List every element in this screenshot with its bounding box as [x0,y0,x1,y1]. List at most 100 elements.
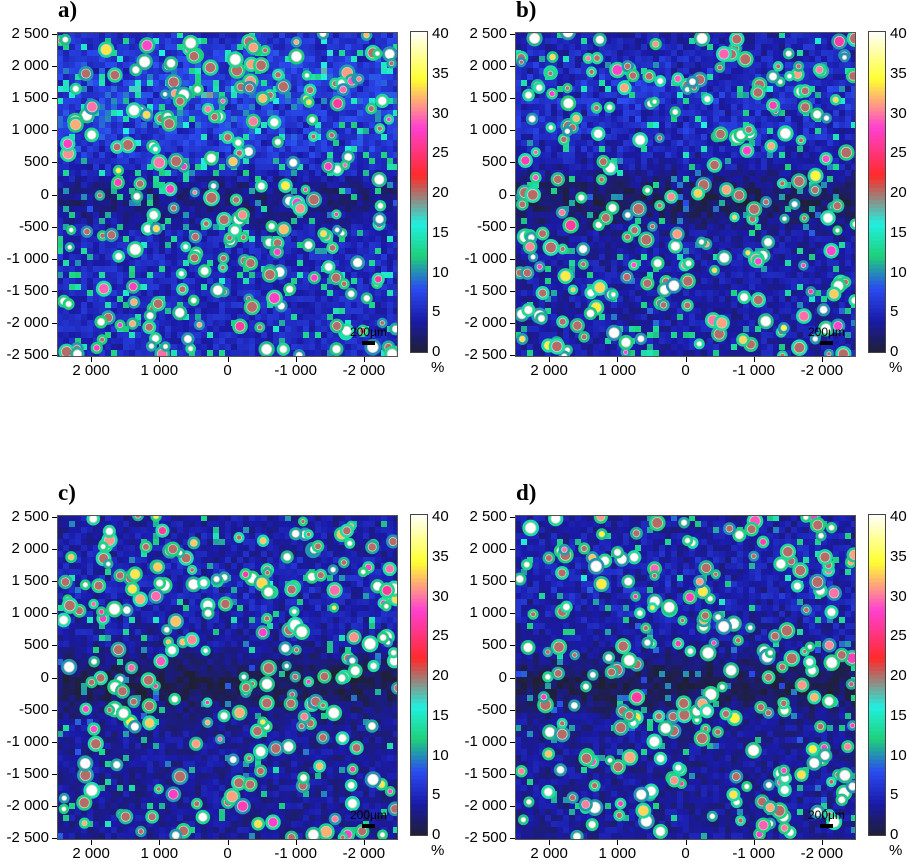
y-tick-mark [510,774,515,775]
y-tick-label: 1 000 [11,605,49,620]
y-tick-mark [52,98,57,99]
colorbar-tick-label: 30 [890,106,907,121]
colorbar-tick-label: 35 [432,66,449,81]
y-tick-label: -1 000 [6,251,49,266]
heatmap-plot [57,515,398,840]
x-tick-label: -2 000 [801,363,844,378]
colorbar-tick-label: 25 [432,145,449,160]
heatmap-plot [57,32,398,357]
colorbar-tick-label: 5 [432,304,440,319]
y-tick-mark [52,517,57,518]
y-tick-label: 1 500 [469,90,507,105]
y-tick-mark [52,613,57,614]
x-tick-mark [228,840,229,845]
x-tick-mark [91,840,92,845]
colorbar-tick-label: 10 [432,748,449,763]
x-tick-label: 2 000 [72,363,110,378]
y-tick-label: -1 500 [464,283,507,298]
y-tick-mark [510,806,515,807]
y-tick-mark [52,645,57,646]
y-tick-mark [510,613,515,614]
x-tick-label: 1 000 [599,363,637,378]
y-tick-label: 2 000 [469,541,507,556]
colorbar-tick-label: 35 [432,549,449,564]
colorbar-tick-label: 15 [432,225,449,240]
y-tick-label: 500 [482,637,507,652]
panel-label: d) [516,481,536,504]
y-tick-label: -1 500 [6,283,49,298]
y-tick-label: -2 000 [464,315,507,330]
y-tick-mark [510,549,515,550]
colorbar-tick-label: 25 [432,628,449,643]
y-tick-label: 2 000 [11,541,49,556]
colorbar-unit: % [431,360,444,375]
y-tick-mark [510,678,515,679]
y-tick-mark [510,323,515,324]
y-tick-label: 2 000 [469,58,507,73]
y-tick-label: 2 000 [11,58,49,73]
colorbar-tick-label: 20 [432,185,449,200]
colorbar [868,514,886,836]
y-tick-label: -1 000 [464,251,507,266]
colorbar-unit: % [889,360,902,375]
colorbar-tick-label: 20 [890,668,907,683]
y-tick-label: -1 500 [464,766,507,781]
colorbar-tick-label: 40 [890,509,907,524]
y-tick-label: -2 500 [6,830,49,845]
y-tick-mark [52,710,57,711]
x-tick-mark [617,840,618,845]
y-tick-mark [52,130,57,131]
y-tick-mark [510,130,515,131]
colorbar-tick-label: 15 [890,708,907,723]
colorbar-tick-label: 0 [890,344,898,359]
colorbar-tick-label: 15 [432,708,449,723]
x-tick-mark [686,357,687,362]
y-tick-label: -500 [477,219,507,234]
x-tick-mark [91,357,92,362]
y-tick-label: -1 500 [6,766,49,781]
x-tick-mark [159,840,160,845]
colorbar-tick-label: 30 [432,589,449,604]
scale-bar-label: 200μm [808,326,845,338]
scale-bar [820,824,833,828]
y-tick-label: -2 500 [6,347,49,362]
colorbar-tick-label: 20 [890,185,907,200]
x-tick-mark [822,357,823,362]
x-tick-mark [549,357,550,362]
heatmap-plot [515,32,856,357]
y-tick-label: 2 500 [469,509,507,524]
y-tick-mark [510,195,515,196]
x-tick-mark [296,840,297,845]
y-tick-label: 2 500 [11,26,49,41]
panel-label: a) [58,0,77,21]
y-tick-label: -1 000 [464,734,507,749]
colorbar-tick-label: 40 [432,26,449,41]
scale-bar-label: 200μm [350,809,387,821]
panel-label: c) [58,481,76,504]
y-tick-mark [52,355,57,356]
scale-bar [362,824,375,828]
x-tick-mark [822,840,823,845]
colorbar-tick-label: 10 [432,265,449,280]
y-tick-mark [510,742,515,743]
colorbar-tick-label: 25 [890,145,907,160]
y-tick-label: 0 [499,187,507,202]
y-tick-mark [510,838,515,839]
y-tick-mark [510,98,515,99]
y-tick-label: 0 [499,670,507,685]
colorbar-tick-label: 35 [890,549,907,564]
y-tick-label: 500 [482,154,507,169]
x-tick-mark [686,840,687,845]
scale-bar [820,341,833,345]
y-tick-mark [52,838,57,839]
colorbar-tick-label: 40 [432,509,449,524]
y-tick-label: 500 [24,154,49,169]
y-tick-mark [510,259,515,260]
y-tick-label: 500 [24,637,49,652]
y-tick-mark [52,162,57,163]
x-tick-label: 0 [681,363,689,378]
colorbar-tick-label: 0 [890,827,898,842]
y-tick-mark [52,774,57,775]
